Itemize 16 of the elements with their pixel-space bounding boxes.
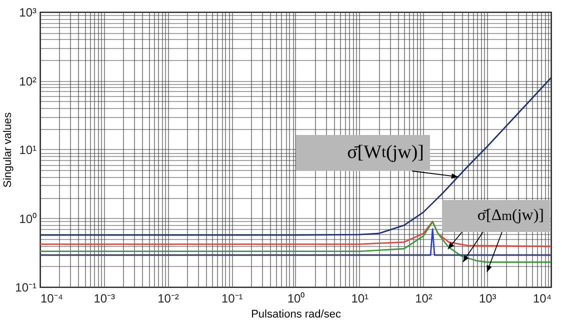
y-tick-label: 10¹ bbox=[19, 143, 37, 157]
y-tick-label: 10⁰ bbox=[19, 212, 36, 226]
x-tick-label: 10⁻¹ bbox=[221, 292, 243, 306]
y-tick-label: 10³ bbox=[19, 6, 37, 20]
x-tick-label: 10⁴ bbox=[532, 292, 552, 306]
y-tick-label: 10² bbox=[19, 74, 37, 88]
x-tick-label: 10³ bbox=[478, 292, 496, 306]
x-tick-label: 10¹ bbox=[351, 292, 369, 306]
x-tick-label: 10⁰ bbox=[287, 292, 305, 306]
y-axis-title: Singular values bbox=[2, 112, 14, 188]
y-tick-label: 10⁻¹ bbox=[15, 280, 37, 294]
x-tick-label: 10⁻² bbox=[158, 292, 179, 306]
x-tick-label: 10⁻³ bbox=[94, 292, 116, 306]
x-tick-label: 10⁻⁴ bbox=[40, 292, 64, 306]
x-tick-label: 10² bbox=[415, 292, 432, 306]
x-axis-title: Pulsations rad/sec bbox=[251, 308, 342, 320]
